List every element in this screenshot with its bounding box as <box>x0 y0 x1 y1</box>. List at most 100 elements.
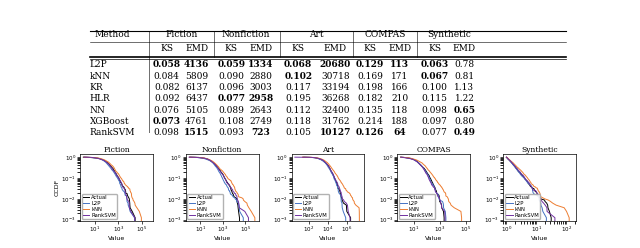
Text: 0.80: 0.80 <box>454 117 474 126</box>
Legend: Actual, L2P, kNN, RankSVM: Actual, L2P, kNN, RankSVM <box>81 194 117 219</box>
Text: Art: Art <box>310 31 324 39</box>
Text: 4761: 4761 <box>185 117 208 126</box>
Text: 4136: 4136 <box>184 60 209 69</box>
Text: 20680: 20680 <box>320 60 351 69</box>
Text: 0.077: 0.077 <box>218 94 245 103</box>
Text: 2643: 2643 <box>250 106 273 115</box>
Text: 0.65: 0.65 <box>453 106 476 115</box>
Text: 0.198: 0.198 <box>357 83 383 92</box>
Text: 0.169: 0.169 <box>357 72 383 81</box>
Text: 0.077: 0.077 <box>422 128 447 137</box>
Text: EMD: EMD <box>324 44 347 53</box>
Text: 36268: 36268 <box>321 94 349 103</box>
Text: 0.076: 0.076 <box>154 106 180 115</box>
Title: Nonfiction: Nonfiction <box>202 146 243 154</box>
Text: 1.13: 1.13 <box>454 83 474 92</box>
Text: 166: 166 <box>391 83 408 92</box>
Text: KS: KS <box>364 44 377 53</box>
Text: KS: KS <box>225 44 238 53</box>
Text: 2958: 2958 <box>248 94 274 103</box>
Text: 1334: 1334 <box>248 60 274 69</box>
Text: 188: 188 <box>391 117 408 126</box>
Text: 2749: 2749 <box>250 117 273 126</box>
Text: 5105: 5105 <box>185 106 208 115</box>
Text: 0.195: 0.195 <box>285 94 311 103</box>
Text: 0.096: 0.096 <box>218 83 244 92</box>
Text: 6437: 6437 <box>185 94 208 103</box>
Y-axis label: CCDF: CCDF <box>55 179 60 196</box>
Text: 0.058: 0.058 <box>153 60 181 69</box>
X-axis label: Value: Value <box>531 236 548 241</box>
Text: 171: 171 <box>391 72 408 81</box>
Text: 0.098: 0.098 <box>422 106 447 115</box>
Text: 113: 113 <box>390 60 410 69</box>
Text: KS: KS <box>160 44 173 53</box>
Legend: Actual, L2P, kNN, RankSVM: Actual, L2P, kNN, RankSVM <box>188 194 223 219</box>
Text: 0.068: 0.068 <box>284 60 312 69</box>
Text: 0.214: 0.214 <box>357 117 383 126</box>
Text: 723: 723 <box>252 128 271 137</box>
Text: RankSVM: RankSVM <box>90 128 136 137</box>
Text: 0.118: 0.118 <box>285 117 311 126</box>
Title: Synthetic: Synthetic <box>521 146 558 154</box>
Text: 30718: 30718 <box>321 72 349 81</box>
Text: 118: 118 <box>391 106 408 115</box>
Text: 0.135: 0.135 <box>357 106 383 115</box>
Text: 1515: 1515 <box>184 128 209 137</box>
Text: 0.102: 0.102 <box>284 72 312 81</box>
Text: 0.073: 0.073 <box>153 117 181 126</box>
Text: KS: KS <box>292 44 305 53</box>
Text: EMD: EMD <box>453 44 476 53</box>
Text: 0.067: 0.067 <box>420 72 449 81</box>
X-axis label: Value: Value <box>214 236 231 241</box>
Text: 0.097: 0.097 <box>422 117 447 126</box>
Text: 0.105: 0.105 <box>285 128 311 137</box>
Title: Art: Art <box>322 146 334 154</box>
Text: 0.129: 0.129 <box>356 60 385 69</box>
Text: KR: KR <box>90 83 104 92</box>
Text: 10127: 10127 <box>320 128 351 137</box>
Text: 0.084: 0.084 <box>154 72 180 81</box>
Text: COMPAS: COMPAS <box>364 31 406 39</box>
Text: 0.108: 0.108 <box>218 117 244 126</box>
Text: 0.090: 0.090 <box>218 72 244 81</box>
Text: 0.49: 0.49 <box>453 128 476 137</box>
X-axis label: Value: Value <box>108 236 125 241</box>
Text: 5809: 5809 <box>185 72 208 81</box>
Text: 0.063: 0.063 <box>420 60 449 69</box>
Text: 33194: 33194 <box>321 83 349 92</box>
Text: KS: KS <box>428 44 441 53</box>
Text: 0.093: 0.093 <box>218 128 244 137</box>
Text: EMD: EMD <box>250 44 273 53</box>
Text: 0.78: 0.78 <box>454 60 474 69</box>
Text: 0.115: 0.115 <box>422 94 447 103</box>
X-axis label: Value: Value <box>425 236 442 241</box>
Text: 31762: 31762 <box>321 117 349 126</box>
Legend: Actual, L2P, kNN, RankSVM: Actual, L2P, kNN, RankSVM <box>293 194 329 219</box>
Text: 32400: 32400 <box>321 106 349 115</box>
Text: 2880: 2880 <box>250 72 273 81</box>
Text: XGBoost: XGBoost <box>90 117 129 126</box>
Text: 0.092: 0.092 <box>154 94 180 103</box>
Text: Method: Method <box>95 31 130 39</box>
Text: 64: 64 <box>394 128 406 137</box>
Text: 0.089: 0.089 <box>218 106 244 115</box>
Text: 0.098: 0.098 <box>154 128 180 137</box>
Text: 0.100: 0.100 <box>422 83 447 92</box>
Text: 0.182: 0.182 <box>357 94 383 103</box>
Text: Nonfiction: Nonfiction <box>222 31 271 39</box>
Text: 0.126: 0.126 <box>356 128 385 137</box>
Text: EMD: EMD <box>185 44 208 53</box>
Title: Fiction: Fiction <box>103 146 130 154</box>
Text: 210: 210 <box>391 94 408 103</box>
Legend: Actual, L2P, kNN, RankSVM: Actual, L2P, kNN, RankSVM <box>505 194 540 219</box>
Text: 6137: 6137 <box>185 83 208 92</box>
Text: 0.112: 0.112 <box>285 106 311 115</box>
Title: COMPAS: COMPAS <box>417 146 451 154</box>
Text: Synthetic: Synthetic <box>428 31 472 39</box>
Text: EMD: EMD <box>388 44 412 53</box>
X-axis label: Value: Value <box>319 236 337 241</box>
Text: 0.082: 0.082 <box>154 83 180 92</box>
Text: NN: NN <box>90 106 106 115</box>
Text: 0.117: 0.117 <box>285 83 311 92</box>
